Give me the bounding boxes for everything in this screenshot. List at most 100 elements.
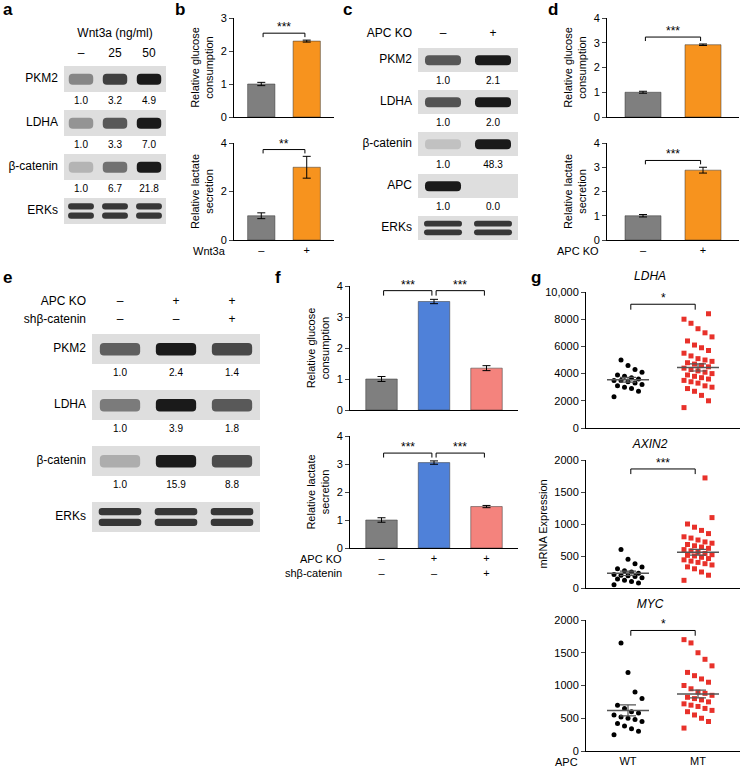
svg-text:1.0: 1.0 <box>113 479 127 490</box>
svg-text:1500: 1500 <box>554 647 578 659</box>
svg-text:1.0: 1.0 <box>436 159 450 170</box>
svg-text:β-catenin: β-catenin <box>36 453 86 467</box>
svg-text:*: * <box>661 291 666 305</box>
svg-text:8.8: 8.8 <box>225 479 239 490</box>
svg-text:2.4: 2.4 <box>169 367 183 378</box>
svg-text:1: 1 <box>221 78 227 90</box>
svg-text:shβ-catenin: shβ-catenin <box>24 312 86 326</box>
svg-text:APC KO: APC KO <box>300 553 342 565</box>
svg-text:+: + <box>700 244 706 256</box>
svg-text:–: – <box>173 312 180 326</box>
svg-text:1500: 1500 <box>554 486 578 498</box>
svg-text:+: + <box>228 294 235 308</box>
svg-text:***: *** <box>401 278 415 292</box>
svg-text:4: 4 <box>221 137 227 149</box>
svg-text:6000: 6000 <box>554 340 578 352</box>
svg-text:3: 3 <box>337 311 343 323</box>
svg-text:2: 2 <box>221 185 227 197</box>
svg-text:1: 1 <box>337 514 343 526</box>
svg-text:LDHA: LDHA <box>54 397 86 411</box>
svg-text:–: – <box>117 312 124 326</box>
svg-text:APC KO: APC KO <box>367 26 412 40</box>
svg-text:+: + <box>228 312 235 326</box>
svg-text:1: 1 <box>594 210 600 222</box>
svg-text:––: –– <box>378 552 385 578</box>
svg-text:–: – <box>440 26 447 40</box>
svg-text:–: – <box>117 294 124 308</box>
svg-text:2000: 2000 <box>554 454 578 466</box>
svg-text:500: 500 <box>560 550 578 562</box>
svg-text:4.9: 4.9 <box>142 95 156 106</box>
svg-text:2: 2 <box>337 486 343 498</box>
svg-text:1.0: 1.0 <box>436 117 450 128</box>
svg-text:APC: APC <box>387 178 412 192</box>
svg-text:3: 3 <box>337 458 343 470</box>
svg-text:1.0: 1.0 <box>113 367 127 378</box>
svg-text:2000: 2000 <box>554 395 578 407</box>
svg-text:+–: +– <box>431 552 438 578</box>
svg-text:LDHA: LDHA <box>380 94 412 108</box>
svg-text:4000: 4000 <box>554 367 578 379</box>
svg-text:AXIN2: AXIN2 <box>632 437 668 451</box>
svg-text:shβ-catenin: shβ-catenin <box>285 567 342 579</box>
svg-text:–: – <box>640 244 647 256</box>
svg-text:1.0: 1.0 <box>74 139 88 150</box>
svg-text:+: + <box>172 294 179 308</box>
svg-text:50: 50 <box>142 46 156 60</box>
svg-text:APC: APC <box>555 756 578 768</box>
svg-text:0: 0 <box>594 111 600 123</box>
svg-text:ERKs: ERKs <box>381 220 412 234</box>
svg-text:1.0: 1.0 <box>436 75 450 86</box>
svg-text:PKM2: PKM2 <box>53 341 86 355</box>
svg-text:+: + <box>304 244 310 256</box>
svg-text:ERKs: ERKs <box>55 509 86 523</box>
svg-text:APC KO: APC KO <box>41 294 86 308</box>
svg-text:mRNA Expression: mRNA Expression <box>537 479 549 568</box>
svg-text:8000: 8000 <box>554 313 578 325</box>
svg-text:3: 3 <box>594 37 600 49</box>
svg-text:WT: WT <box>619 755 636 767</box>
svg-text:LDHA: LDHA <box>634 269 666 283</box>
svg-text:1.0: 1.0 <box>113 423 127 434</box>
svg-text:1.8: 1.8 <box>225 423 239 434</box>
svg-text:1: 1 <box>337 373 343 385</box>
svg-text:APC KO: APC KO <box>557 245 599 257</box>
svg-text:β-catenin: β-catenin <box>8 159 58 173</box>
svg-text:0: 0 <box>221 234 227 246</box>
svg-text:3: 3 <box>594 161 600 173</box>
svg-text:0: 0 <box>573 422 579 434</box>
svg-text:MT: MT <box>690 755 706 767</box>
svg-text:Wnt3a: Wnt3a <box>193 245 226 257</box>
svg-text:0.0: 0.0 <box>486 201 500 212</box>
svg-text:β-catenin: β-catenin <box>362 136 412 150</box>
svg-text:Relative glucoseconsumption: Relative glucoseconsumption <box>189 27 215 108</box>
svg-text:Relative lactatesecretion: Relative lactatesecretion <box>562 154 588 229</box>
svg-text:**: ** <box>279 137 289 151</box>
svg-text:Relative lactatesecretion: Relative lactatesecretion <box>189 154 215 229</box>
svg-text:2.1: 2.1 <box>486 75 500 86</box>
svg-text:21.8: 21.8 <box>139 183 159 194</box>
svg-text:PKM2: PKM2 <box>25 71 58 85</box>
svg-text:0: 0 <box>221 111 227 123</box>
svg-text:***: *** <box>401 440 415 454</box>
svg-text:1: 1 <box>594 86 600 98</box>
svg-text:10,000: 10,000 <box>545 286 579 298</box>
svg-text:2000: 2000 <box>554 614 578 626</box>
svg-text:Relative glucoseconsumption: Relative glucoseconsumption <box>562 27 588 108</box>
svg-text:0: 0 <box>573 582 579 594</box>
svg-text:48.3: 48.3 <box>483 159 503 170</box>
svg-text:Relative lactatesecretion: Relative lactatesecretion <box>305 454 331 529</box>
svg-text:4: 4 <box>594 12 600 24</box>
svg-text:***: *** <box>666 24 680 38</box>
svg-text:7.0: 7.0 <box>142 139 156 150</box>
svg-text:3.3: 3.3 <box>108 139 122 150</box>
svg-text:6.7: 6.7 <box>108 183 122 194</box>
svg-text:25: 25 <box>108 46 122 60</box>
svg-text:Wnt3a (ng/ml): Wnt3a (ng/ml) <box>77 26 152 40</box>
svg-text:2: 2 <box>221 45 227 57</box>
svg-text:–: – <box>258 244 265 256</box>
svg-text:3: 3 <box>221 12 227 24</box>
svg-text:***: *** <box>453 278 467 292</box>
svg-text:LDHA: LDHA <box>26 115 58 129</box>
svg-text:0: 0 <box>573 745 579 757</box>
